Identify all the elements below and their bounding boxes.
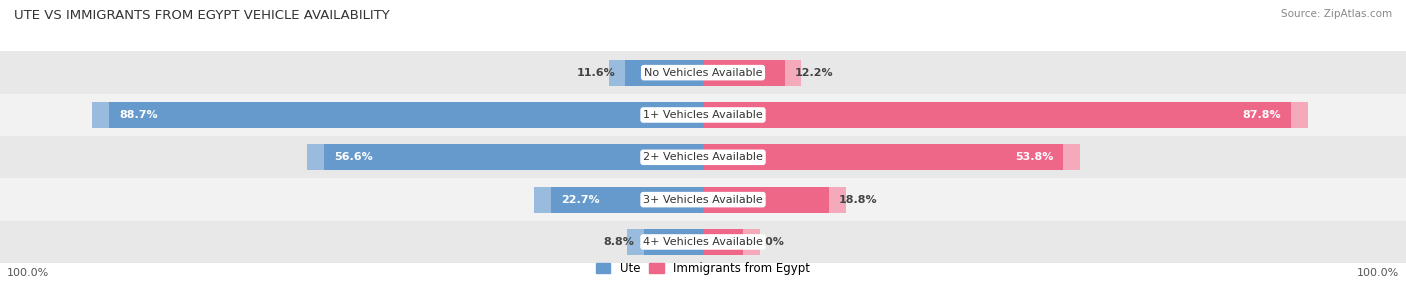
Text: 2+ Vehicles Available: 2+ Vehicles Available <box>643 152 763 162</box>
Text: 87.8%: 87.8% <box>1241 110 1281 120</box>
Bar <box>703 59 801 86</box>
Bar <box>0 178 1406 221</box>
Text: No Vehicles Available: No Vehicles Available <box>644 68 762 78</box>
Text: 100.0%: 100.0% <box>1357 268 1399 278</box>
Bar <box>93 102 703 128</box>
Bar <box>703 144 1063 170</box>
Text: 4+ Vehicles Available: 4+ Vehicles Available <box>643 237 763 247</box>
Bar <box>703 186 830 213</box>
Text: 11.6%: 11.6% <box>576 68 616 78</box>
Bar <box>626 59 703 86</box>
Text: Source: ZipAtlas.com: Source: ZipAtlas.com <box>1281 9 1392 19</box>
Bar <box>627 229 703 255</box>
Text: 22.7%: 22.7% <box>561 195 600 204</box>
Text: UTE VS IMMIGRANTS FROM EGYPT VEHICLE AVAILABILITY: UTE VS IMMIGRANTS FROM EGYPT VEHICLE AVA… <box>14 9 389 21</box>
Bar <box>323 144 703 170</box>
Bar <box>0 94 1406 136</box>
Bar <box>308 144 703 170</box>
Bar <box>0 221 1406 263</box>
Bar <box>703 144 1080 170</box>
Text: 18.8%: 18.8% <box>839 195 877 204</box>
Bar <box>703 59 785 86</box>
Text: 3+ Vehicles Available: 3+ Vehicles Available <box>643 195 763 204</box>
Text: 56.6%: 56.6% <box>335 152 373 162</box>
Text: 1+ Vehicles Available: 1+ Vehicles Available <box>643 110 763 120</box>
Bar <box>0 136 1406 178</box>
Text: 6.0%: 6.0% <box>754 237 785 247</box>
Legend: Ute, Immigrants from Egypt: Ute, Immigrants from Egypt <box>591 258 815 280</box>
Bar <box>644 229 703 255</box>
Text: 88.7%: 88.7% <box>120 110 157 120</box>
Bar <box>534 186 703 213</box>
Bar <box>703 229 744 255</box>
Bar <box>703 186 845 213</box>
Bar <box>703 102 1308 128</box>
Bar <box>110 102 703 128</box>
Text: 100.0%: 100.0% <box>7 268 49 278</box>
Text: 12.2%: 12.2% <box>794 68 834 78</box>
Bar <box>703 229 759 255</box>
Text: 8.8%: 8.8% <box>603 237 634 247</box>
Bar <box>0 51 1406 94</box>
Bar <box>551 186 703 213</box>
Bar <box>703 102 1291 128</box>
Bar <box>609 59 703 86</box>
Text: 53.8%: 53.8% <box>1015 152 1053 162</box>
